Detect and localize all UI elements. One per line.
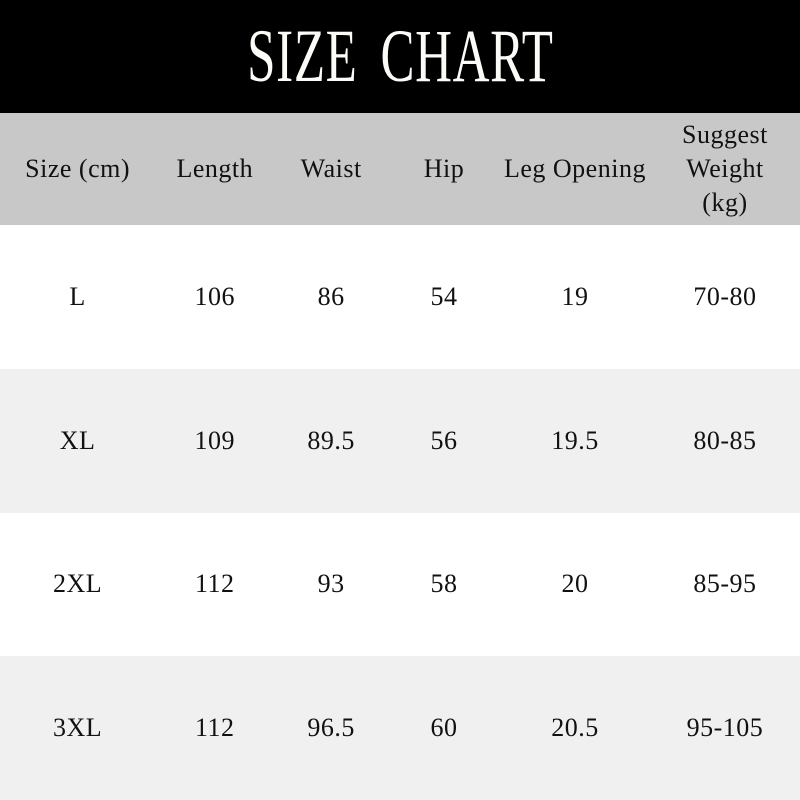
cell-leg-opening: 20 — [561, 569, 589, 599]
cell-waist: 89.5 — [307, 425, 355, 455]
title-banner: SIZE CHART — [0, 0, 800, 113]
cell-hip: 56 — [430, 425, 458, 455]
cell-length: 112 — [195, 569, 235, 599]
cell-hip: 58 — [430, 569, 458, 599]
header-cell-hip: Hip — [423, 153, 465, 183]
cell-suggest-weight: 70-80 — [693, 281, 757, 311]
cell-length: 106 — [194, 281, 236, 311]
header-cell-length: Length — [176, 153, 254, 183]
table-row-2xl: 2XL 112 93 58 20 85-95 — [0, 512, 800, 657]
header-cell-leg-opening: Leg Opening — [503, 153, 646, 183]
header-cell-size: Size (cm) — [25, 153, 131, 183]
cell-leg-opening: 19.5 — [551, 425, 599, 455]
cell-suggest-weight: 95-105 — [686, 713, 764, 743]
cell-size: XL — [59, 425, 96, 455]
cell-waist: 96.5 — [307, 713, 355, 743]
cell-size: L — [69, 281, 86, 311]
header-cell-waist: Waist — [300, 153, 362, 183]
cell-leg-opening: 20.5 — [551, 713, 599, 743]
page-title: SIZE CHART — [246, 15, 554, 98]
cell-size: 3XL — [53, 713, 103, 743]
table-row-l: L 106 86 54 19 70-80 — [0, 225, 800, 369]
cell-hip: 54 — [430, 281, 458, 311]
header-cell-suggest-weight: Suggest Weight (kg) — [682, 119, 768, 218]
cell-size: 2XL — [53, 569, 103, 599]
table-row-xl: XL 109 89.5 56 19.5 80-85 — [0, 368, 800, 513]
cell-waist: 93 — [317, 569, 345, 599]
cell-suggest-weight: 85-95 — [693, 569, 757, 599]
table-header-row: Size (cm) Length Waist Hip Leg Opening S… — [0, 113, 800, 225]
cell-hip: 60 — [430, 713, 458, 743]
cell-waist: 86 — [317, 281, 345, 311]
table-row-3xl: 3XL 112 96.5 60 20.5 95-105 — [0, 656, 800, 800]
table-body: L 106 86 54 19 70-80 XL 109 89.5 56 19.5… — [0, 225, 800, 800]
cell-length: 109 — [194, 425, 236, 455]
cell-length: 112 — [195, 713, 235, 743]
cell-leg-opening: 19 — [561, 281, 589, 311]
cell-suggest-weight: 80-85 — [693, 425, 757, 455]
